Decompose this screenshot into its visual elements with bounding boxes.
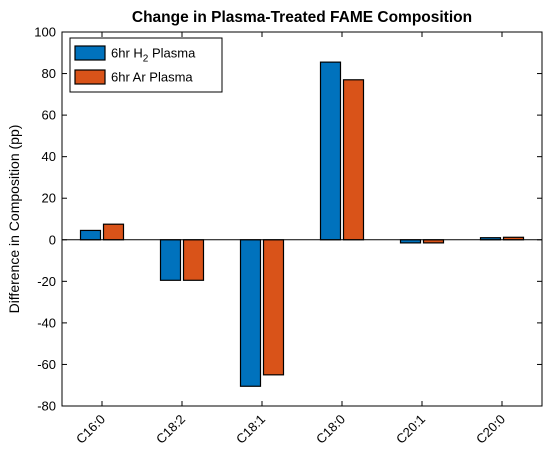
y-tick-label: 0 (49, 232, 56, 247)
bar-h2 (79, 229, 102, 241)
plot-frame (61, 31, 543, 407)
chart-title: Change in Plasma-Treated FAME Compositio… (132, 9, 472, 26)
bar-h2 (159, 239, 182, 281)
x-tick-label: C20:1 (393, 412, 428, 447)
bar-ar (182, 239, 205, 281)
x-tick-label: C18:2 (153, 412, 188, 447)
y-tick-label: 60 (42, 108, 56, 123)
y-axis-label: Difference in Composition (pp) (6, 125, 22, 314)
legend-swatch (74, 45, 106, 61)
legend-label: 6hr H2 Plasma (111, 46, 196, 65)
x-tick-label: C18:0 (313, 412, 348, 447)
y-tick-label: 40 (42, 149, 56, 164)
bar-ar (262, 239, 285, 376)
legend-label: 6hr Ar Plasma (111, 70, 193, 85)
bar-h2 (239, 239, 262, 387)
x-tick-label: C18:1 (233, 412, 268, 447)
y-tick-label: -40 (37, 315, 56, 330)
y-tick-label: 80 (42, 66, 56, 81)
x-tick-label: C16:0 (73, 412, 108, 447)
legend-swatch (74, 69, 106, 85)
bar-ar (102, 223, 125, 241)
y-tick-label: -80 (37, 399, 56, 414)
x-tick-label: C20:0 (473, 412, 508, 447)
y-tick-label: -20 (37, 274, 56, 289)
y-tick-label: 100 (34, 25, 56, 40)
legend: 6hr H2 Plasma 6hr Ar Plasma (69, 37, 223, 93)
y-tick-label: 20 (42, 191, 56, 206)
bars-layer (79, 61, 525, 387)
bar-h2 (319, 61, 342, 241)
y-tick-label: -60 (37, 357, 56, 372)
bar-ar (342, 79, 365, 241)
